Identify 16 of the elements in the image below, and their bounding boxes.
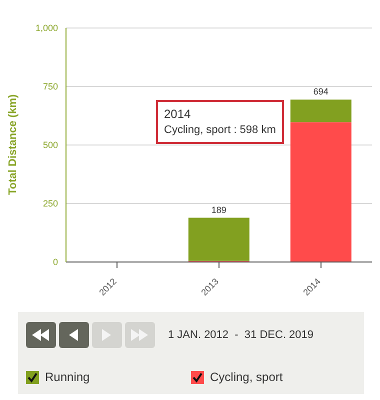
legend-label: Cycling, sport xyxy=(210,370,283,384)
y-axis-title: Total Distance (km) xyxy=(6,94,19,195)
bar xyxy=(290,100,352,122)
y-tick-label: 750 xyxy=(42,82,58,92)
annotation: Cycling, sport : 598 km xyxy=(164,123,276,138)
y-tick-label: 1,000 xyxy=(35,23,58,34)
y-tick-label: 0 xyxy=(52,257,58,268)
y-tick-label: 250 xyxy=(42,198,58,209)
legend-label: Running xyxy=(45,370,90,384)
text: 1 JAN. 2012 - 31 DEC. 2019 xyxy=(168,329,314,341)
y-tick-label: 500 xyxy=(42,140,58,150)
annotation: 2014 xyxy=(164,106,192,122)
total-label: 189 xyxy=(211,204,226,215)
total-label: 694 xyxy=(313,86,328,97)
bar xyxy=(290,122,352,262)
bar xyxy=(188,218,250,261)
